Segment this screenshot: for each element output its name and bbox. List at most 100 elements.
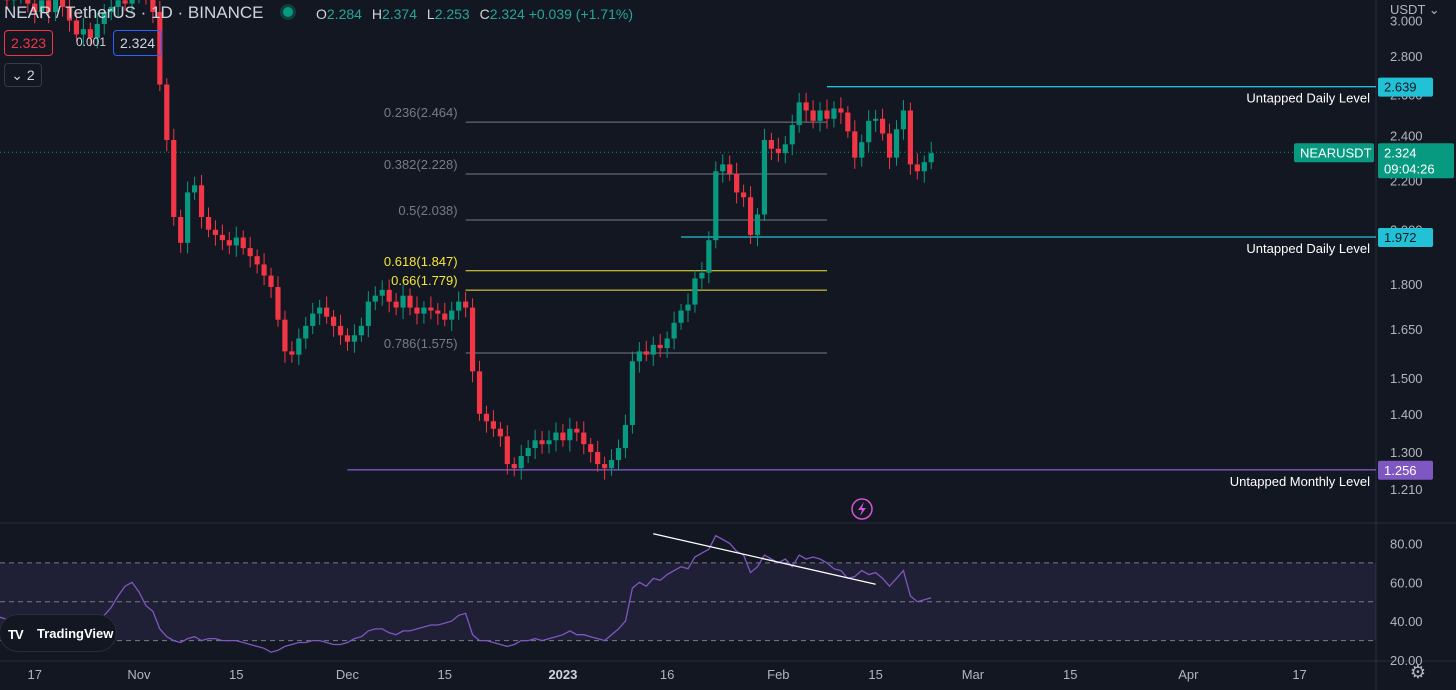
candle-body	[560, 432, 566, 441]
candle-body	[490, 421, 497, 429]
ohlc-legend: O2.284 H2.374 L2.253 C2.324 +0.039 (+1.7…	[316, 6, 633, 22]
candle-body	[650, 344, 656, 355]
candle-body	[845, 112, 851, 132]
rsi-tick-label: 40.00	[1390, 614, 1423, 629]
buy-button[interactable]: 2.324	[113, 30, 163, 56]
candle-body	[52, 0, 59, 13]
candle-body	[734, 173, 740, 193]
sell-button[interactable]: 2.323	[4, 30, 54, 56]
candle-body	[532, 440, 538, 449]
candle-body	[588, 444, 594, 453]
candle-body	[900, 110, 907, 130]
candle-body	[879, 118, 886, 134]
candle-body	[171, 139, 177, 218]
price-tick-label: 1.210	[1390, 482, 1423, 497]
candle-body	[782, 144, 788, 154]
candle-body	[866, 120, 872, 143]
time-tick-label: 17	[28, 667, 42, 682]
candle-body	[796, 102, 802, 126]
candle-body	[254, 256, 260, 265]
candle-body	[754, 214, 761, 235]
candle-body	[282, 319, 288, 352]
candle-body	[46, 0, 52, 13]
level-label: Untapped Daily Level	[1246, 91, 1370, 106]
rsi-trendline	[653, 533, 876, 585]
price-tick-label: 3.000	[1390, 14, 1423, 29]
candle-body	[678, 310, 684, 323]
candle-body	[191, 185, 198, 193]
candle-body	[629, 361, 636, 425]
candle-body	[73, 20, 80, 35]
lightning-icon	[851, 498, 873, 520]
tradingview-logo[interactable]: TV TradingView	[0, 615, 116, 651]
change-value: +0.039 (+1.71%)	[528, 6, 633, 22]
candle-body	[66, 6, 73, 21]
market-status-icon	[283, 7, 294, 17]
candle-body	[859, 142, 865, 158]
candle-body	[775, 148, 781, 154]
candle-body	[379, 289, 385, 296]
candle-body	[727, 164, 733, 174]
candle-body	[921, 162, 927, 172]
candle-body	[914, 164, 920, 172]
candle-body	[108, 6, 114, 12]
open-label: O	[316, 6, 327, 22]
candle-body	[643, 351, 649, 355]
candle-body	[212, 229, 219, 235]
candle-body	[115, 0, 121, 7]
candle-body	[873, 118, 879, 121]
high-label: H	[371, 6, 382, 22]
price-tick-label: 1.400	[1390, 407, 1423, 422]
alert-icon[interactable]	[851, 498, 873, 520]
candle-body	[351, 335, 358, 342]
currency-selector[interactable]: USDT ⌄	[1390, 2, 1440, 18]
close-value: 2.324	[489, 6, 525, 22]
tradingview-logo-icon: TV	[8, 627, 24, 642]
candle-body	[39, 0, 45, 13]
candle-body	[261, 264, 267, 276]
close-label: C	[479, 6, 490, 22]
time-tick-label: 15	[229, 667, 243, 682]
time-tick-label: 2023	[548, 667, 577, 682]
candle-body	[664, 338, 670, 349]
symbol-title[interactable]: NEAR / TetherUS · 1D · BINANCE	[4, 3, 264, 22]
candle-body	[421, 307, 427, 314]
candle-body	[407, 295, 413, 308]
candle-body	[59, 0, 66, 7]
time-tick-label: Mar	[962, 667, 985, 682]
logo-text: TradingView	[37, 626, 114, 641]
candle-body	[372, 295, 378, 302]
candle-body	[317, 307, 323, 314]
candle-body	[747, 197, 754, 235]
price-tick-label: 1.500	[1390, 371, 1423, 386]
candle-body	[157, 12, 163, 85]
chevron-down-icon: ⌄	[1428, 2, 1440, 17]
candle-body	[337, 325, 344, 336]
open-value: 2.284	[326, 6, 362, 22]
candle-body	[831, 108, 837, 119]
candle-body	[324, 307, 330, 317]
candle-body	[87, 29, 93, 39]
gear-icon[interactable]: ⚙	[1409, 662, 1427, 682]
rsi-tick-label: 80.00	[1390, 536, 1423, 551]
fib-level-label: 0.236(2.464)	[384, 105, 458, 120]
untapped-levels: Untapped Daily Level Untapped Daily Level…	[0, 86, 1376, 489]
candle-body	[810, 110, 816, 121]
lightning-icon-bolt	[858, 502, 866, 516]
candle-body	[344, 335, 351, 342]
time-tick-label: 15	[1063, 667, 1077, 682]
indicators-toggle[interactable]: ⌄ 2	[4, 63, 42, 87]
candle-body	[219, 234, 225, 241]
time-tick-label: Nov	[127, 667, 151, 682]
fib-level-label: 0.66(1.779)	[391, 273, 458, 288]
candle-body	[657, 344, 663, 349]
price-tick-label: 2.400	[1390, 129, 1423, 144]
candle-body	[511, 464, 517, 469]
price-tick-label: 1.300	[1390, 445, 1423, 460]
candle-body	[685, 304, 691, 311]
candle-body	[740, 192, 747, 198]
time-tick-label: 15	[438, 667, 452, 682]
low-label: L	[426, 6, 435, 22]
symbol-tag	[1294, 143, 1374, 163]
